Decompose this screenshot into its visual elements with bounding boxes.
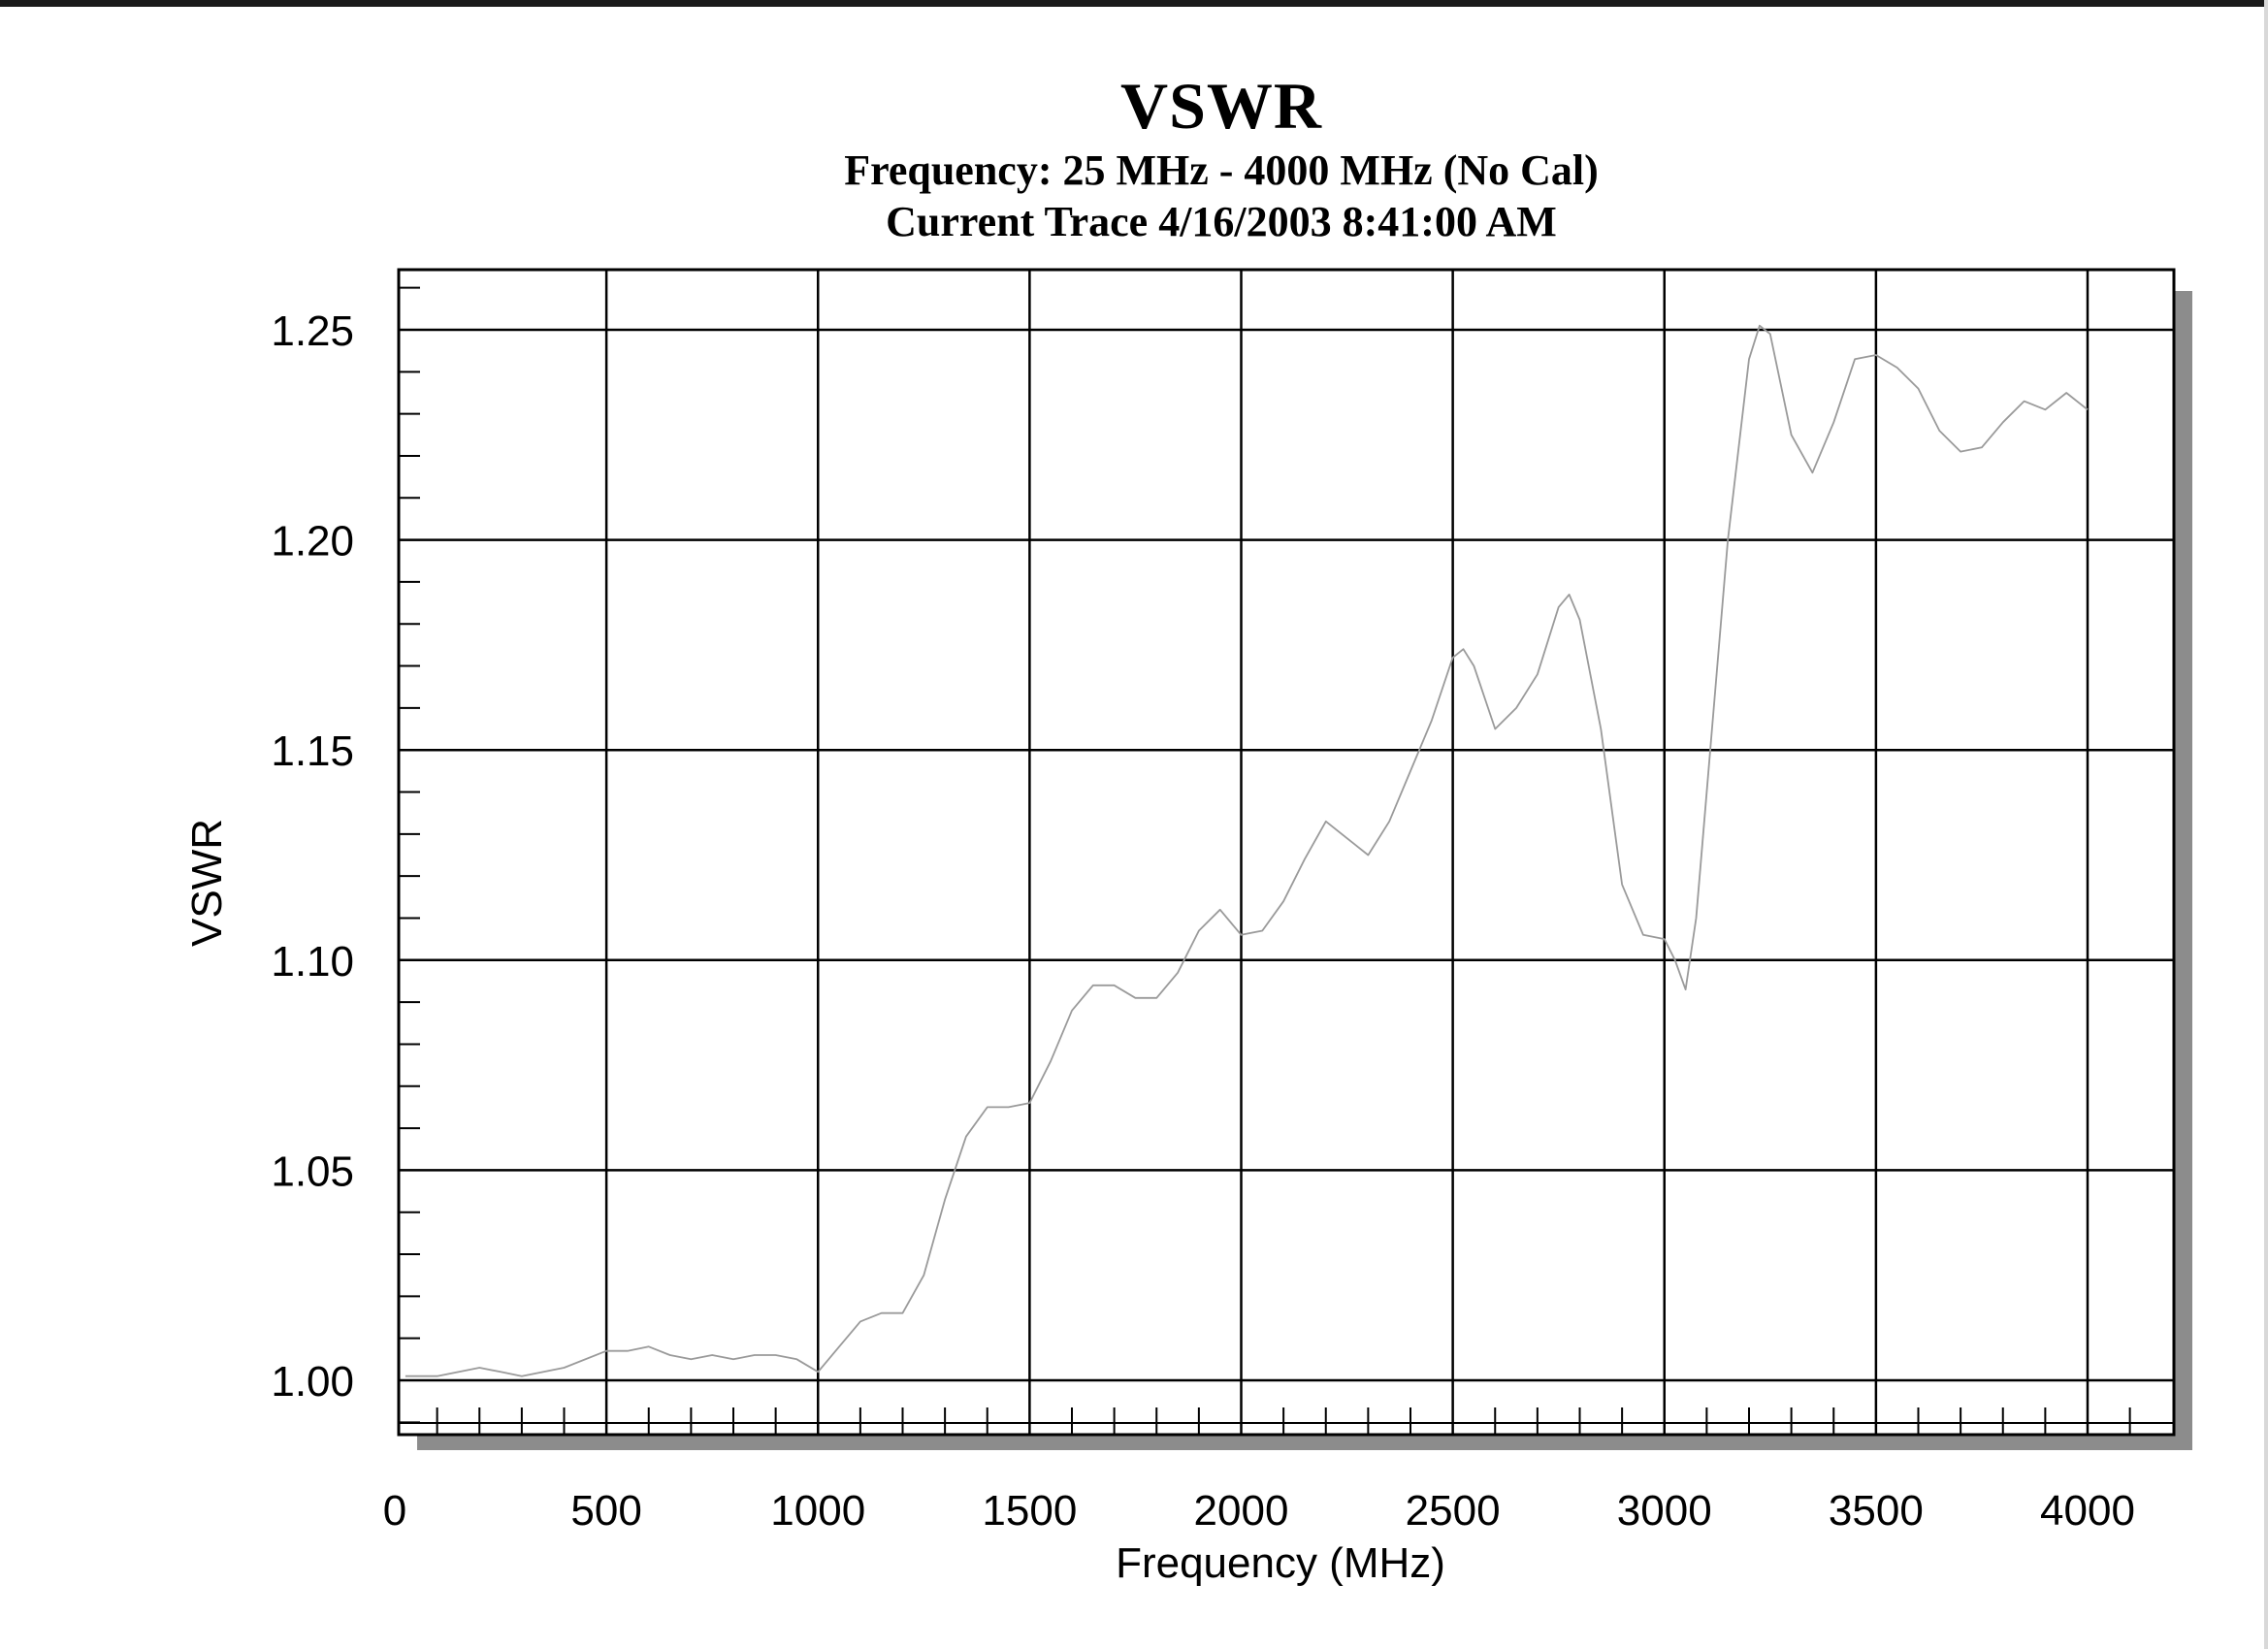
- chart-title: VSWR: [1119, 69, 1323, 143]
- chart-subtitle-frequency: Frequency: 25 MHz - 4000 MHz (No Cal): [844, 146, 1599, 194]
- data-series: [405, 324, 2089, 1377]
- x-tick-label: 0: [383, 1487, 406, 1535]
- x-axis-title: Frequency (MHz): [1116, 1539, 1445, 1587]
- plot-area: [397, 268, 2176, 1437]
- x-tick-label: 2000: [1194, 1487, 1289, 1535]
- y-tick-label: 1.10: [271, 938, 354, 986]
- x-tick-label: 500: [570, 1487, 641, 1535]
- x-tick-label: 1500: [982, 1487, 1077, 1535]
- y-axis-title: VSWR: [183, 819, 231, 947]
- y-tick-label: 1.20: [271, 518, 354, 566]
- y-tick-label: 1.05: [271, 1148, 354, 1195]
- y-tick-label: 1.15: [271, 728, 354, 775]
- y-tick-label: 1.25: [271, 307, 354, 355]
- scan-top-edge: [0, 0, 2268, 7]
- x-tick-label: 3500: [1829, 1487, 1924, 1535]
- x-tick-label: 2500: [1406, 1487, 1501, 1535]
- x-tick-label: 4000: [2040, 1487, 2135, 1535]
- chart-subtitle-trace: Current Trace 4/16/2003 8:41:00 AM: [886, 198, 1557, 245]
- scan-right-edge: [2264, 0, 2268, 1649]
- vswr-line: [405, 324, 2089, 1377]
- x-tick-label: 1000: [770, 1487, 865, 1535]
- x-tick-label: 3000: [1617, 1487, 1712, 1535]
- y-axis-tick-labels: 1.00 1.05 1.10 1.15 1.20 1.25: [271, 307, 354, 1406]
- y-tick-label: 1.00: [271, 1358, 354, 1406]
- grid-lines: [399, 270, 2174, 1435]
- x-axis-tick-labels: 0 500 1000 1500 2000 2500 3000 3500 4000: [383, 1487, 2135, 1535]
